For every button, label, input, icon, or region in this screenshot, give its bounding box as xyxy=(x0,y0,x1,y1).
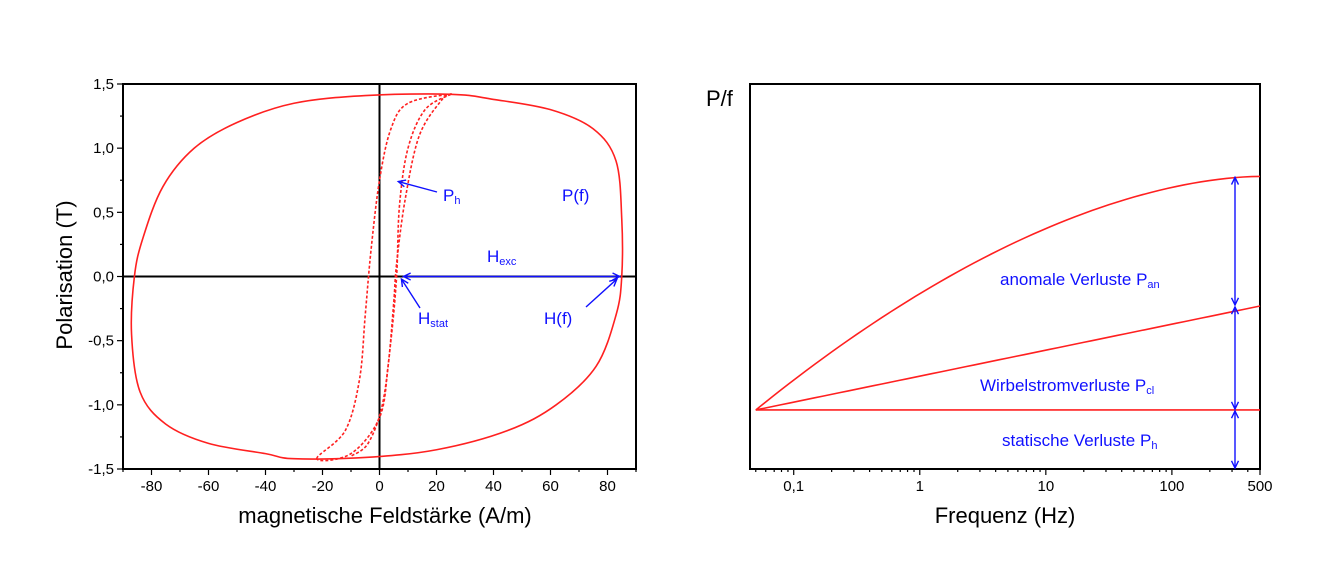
arrow-hstat xyxy=(400,278,421,309)
x-tick-label: 80 xyxy=(599,478,616,495)
arrow-static-head xyxy=(1230,409,1240,419)
y-tick-label: -1,5 xyxy=(88,461,114,478)
chart1-annotation-arrows xyxy=(396,179,622,309)
annotation-pf: P(f) xyxy=(562,186,589,205)
loop-inner-curve xyxy=(350,93,452,457)
arrow-hstat-head xyxy=(400,277,409,288)
y-tick-label: 0,5 xyxy=(93,204,114,221)
chart2-frame xyxy=(749,83,1261,470)
chart1-curves xyxy=(130,93,624,462)
arrow-eddy-head xyxy=(1230,305,1240,315)
chart1-y-title: Polarisation (T) xyxy=(52,200,77,349)
chart2-annotation-arrows xyxy=(1230,175,1240,470)
x-tick-label: 40 xyxy=(485,478,502,495)
loop-pf-curve xyxy=(130,93,624,460)
freq-tick-label: 0,1 xyxy=(783,478,804,495)
x-tick-label: 60 xyxy=(542,478,559,495)
chart2-x-title: Frequenz (Hz) xyxy=(935,503,1076,528)
arrow-eddy-head xyxy=(1230,401,1240,411)
annotation-hexc: Hexc xyxy=(487,247,517,268)
chart2-curves xyxy=(755,175,1261,411)
x-tick-label: 0 xyxy=(375,478,383,495)
chart1-x-title: magnetische Feldstärke (A/m) xyxy=(238,503,531,528)
chart2-y-title: P/f xyxy=(706,86,734,111)
arrow-anomalous-head xyxy=(1230,297,1240,307)
y-tick-label: 0,0 xyxy=(93,269,114,286)
x-tick-label: -60 xyxy=(198,478,220,495)
x-tick-label: -80 xyxy=(141,478,163,495)
arrow-hf-head xyxy=(609,277,619,287)
arrow-hexc-head xyxy=(401,272,411,281)
freq-tick-label: 10 xyxy=(1037,478,1054,495)
y-tick-label: 1,5 xyxy=(93,76,114,93)
hysteresis-chart: -80 -60 -40 -20 0 20 40 60 80 -1,5 -1,0 -0,5 0,0 0,5 1… xyxy=(52,76,637,528)
chart2-ticks: 0,1 1 10 100 500 xyxy=(755,469,1273,495)
annotation-anomale: anomale Verluste Pan xyxy=(1000,270,1160,291)
y-tick-label: -1,0 xyxy=(88,397,114,414)
arrow-ph-head xyxy=(396,179,407,188)
y-tick-label: -0,5 xyxy=(88,333,114,350)
arrow-ph xyxy=(398,180,438,193)
freq-tick-label: 1 xyxy=(916,478,924,495)
annotation-hstat: Hstat xyxy=(418,309,448,330)
arrow-hf xyxy=(585,278,618,308)
total-loss-curve xyxy=(755,175,1261,411)
loss-separation-chart: 0,1 1 10 100 500 Frequenz (Hz) P/f anomale V… xyxy=(706,83,1273,528)
chart1-ticks: -80 -60 -40 -20 0 20 40 60 80 -1,5 -1,0 -0,5 0,0 0,5 1… xyxy=(88,76,637,495)
annotation-ph: Ph xyxy=(443,186,460,207)
x-tick-label: -20 xyxy=(312,478,334,495)
arrow-hexc-head xyxy=(612,272,622,281)
annotation-statisch: statische Verluste Ph xyxy=(1002,431,1157,452)
arrow-anomalous-head xyxy=(1230,175,1240,185)
freq-tick-label: 100 xyxy=(1159,478,1184,495)
arrow-static-head xyxy=(1230,460,1240,470)
annotation-hf: H(f) xyxy=(544,309,572,328)
y-tick-label: 1,0 xyxy=(93,140,114,157)
freq-tick-label: 500 xyxy=(1247,478,1272,495)
annotation-wirbelstrom: Wirbelstromverluste Pcl xyxy=(980,376,1154,397)
eddy-current-loss-curve xyxy=(755,305,1261,411)
x-tick-label: 20 xyxy=(428,478,445,495)
x-tick-label: -40 xyxy=(255,478,277,495)
